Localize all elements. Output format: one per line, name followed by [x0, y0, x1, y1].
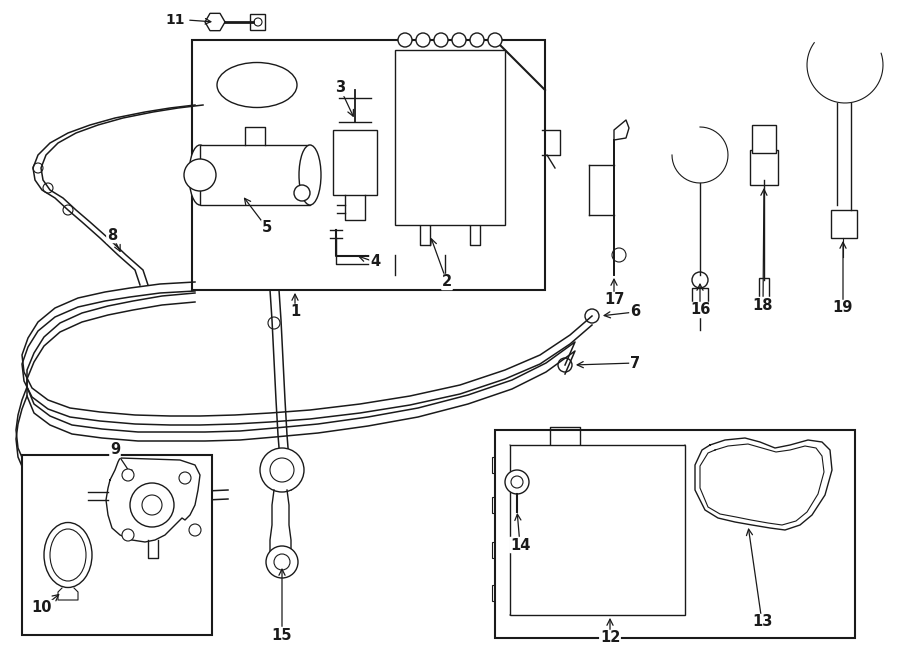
- Bar: [752, 125, 776, 153]
- Text: 7: 7: [630, 356, 640, 371]
- Text: 4: 4: [370, 254, 380, 270]
- Bar: [492, 542, 510, 558]
- Circle shape: [612, 248, 626, 262]
- Bar: [200, 145, 310, 205]
- Text: 6: 6: [630, 305, 640, 319]
- Circle shape: [260, 448, 304, 492]
- Text: 11: 11: [166, 13, 185, 27]
- Circle shape: [558, 358, 572, 372]
- Circle shape: [488, 33, 502, 47]
- Ellipse shape: [50, 529, 86, 581]
- Bar: [437, 255, 453, 273]
- Text: 16: 16: [689, 303, 710, 317]
- Bar: [492, 457, 510, 473]
- Circle shape: [179, 472, 191, 484]
- Text: 19: 19: [832, 301, 853, 315]
- Circle shape: [184, 159, 216, 191]
- Text: 13: 13: [752, 615, 772, 629]
- Circle shape: [434, 33, 448, 47]
- Ellipse shape: [299, 145, 321, 205]
- Circle shape: [268, 317, 280, 329]
- Circle shape: [470, 33, 484, 47]
- Text: 3: 3: [335, 81, 345, 95]
- Bar: [250, 14, 265, 30]
- Circle shape: [33, 163, 43, 173]
- Bar: [831, 210, 857, 238]
- Text: 9: 9: [110, 442, 120, 457]
- Bar: [492, 497, 510, 513]
- Bar: [759, 278, 769, 300]
- Circle shape: [585, 309, 599, 323]
- Bar: [387, 255, 403, 273]
- Circle shape: [266, 546, 298, 578]
- Circle shape: [398, 33, 412, 47]
- Circle shape: [122, 469, 134, 481]
- Circle shape: [254, 18, 262, 26]
- Circle shape: [511, 476, 523, 488]
- Text: 17: 17: [604, 293, 625, 307]
- Circle shape: [43, 183, 53, 193]
- Circle shape: [270, 458, 294, 482]
- Bar: [692, 288, 708, 310]
- Circle shape: [63, 205, 73, 215]
- Text: 14: 14: [509, 537, 530, 553]
- Text: 12: 12: [599, 631, 620, 646]
- Text: 1: 1: [290, 305, 300, 319]
- Text: 2: 2: [442, 274, 452, 290]
- Circle shape: [122, 529, 134, 541]
- Circle shape: [130, 483, 174, 527]
- Circle shape: [274, 554, 290, 570]
- Text: 8: 8: [107, 227, 117, 243]
- Text: 10: 10: [32, 600, 52, 615]
- Circle shape: [416, 33, 430, 47]
- Ellipse shape: [189, 145, 211, 205]
- Circle shape: [452, 33, 466, 47]
- Bar: [22, 455, 212, 635]
- Ellipse shape: [217, 63, 297, 108]
- Ellipse shape: [44, 522, 92, 588]
- Bar: [333, 130, 377, 195]
- Circle shape: [505, 470, 529, 494]
- Text: 5: 5: [262, 221, 272, 235]
- Circle shape: [692, 272, 708, 288]
- Text: 18: 18: [752, 297, 773, 313]
- Bar: [492, 585, 510, 601]
- Bar: [192, 40, 545, 290]
- Bar: [750, 150, 778, 185]
- Circle shape: [142, 495, 162, 515]
- Text: 15: 15: [272, 627, 292, 642]
- Bar: [191, 101, 207, 109]
- Bar: [495, 430, 855, 638]
- Circle shape: [294, 185, 310, 201]
- Circle shape: [189, 524, 201, 536]
- Bar: [395, 50, 505, 225]
- Bar: [510, 445, 685, 615]
